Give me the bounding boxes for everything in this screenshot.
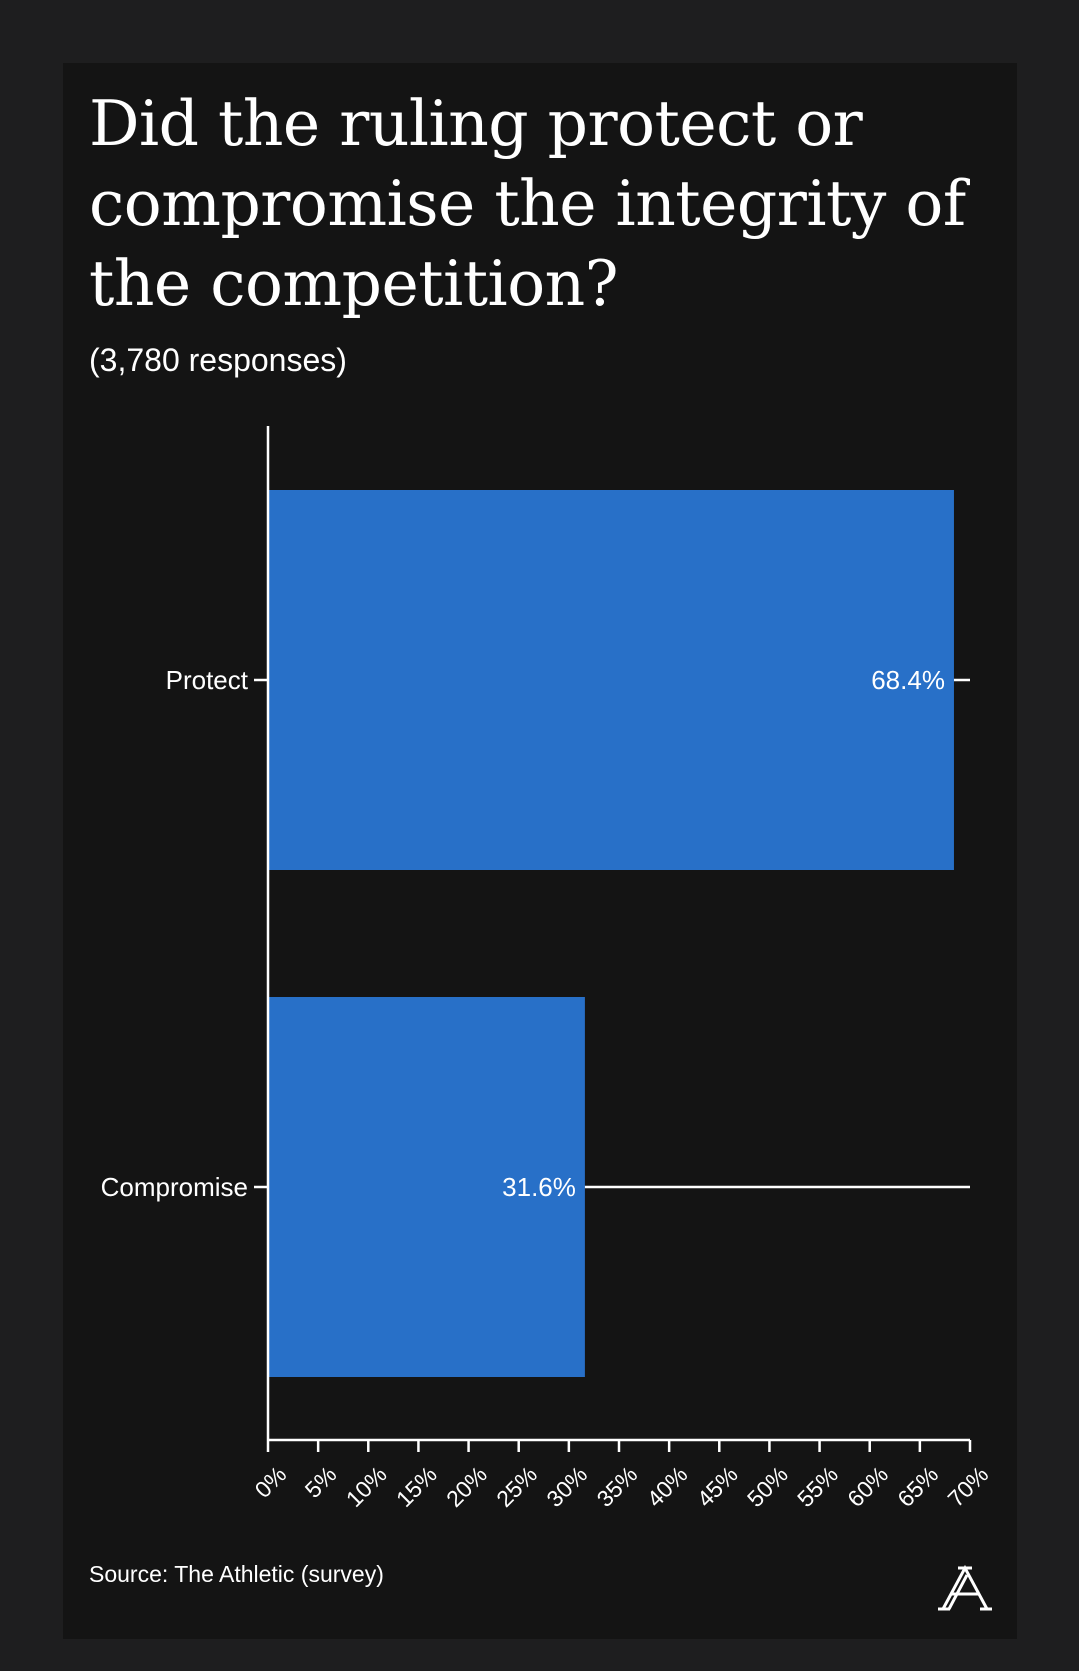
x-tick-label: 30% xyxy=(541,1461,592,1512)
value-label: 68.4% xyxy=(871,665,945,695)
x-tick-label: 35% xyxy=(591,1461,642,1512)
x-tick-label: 65% xyxy=(892,1461,943,1512)
chart-title: Did the ruling protect or compromise the… xyxy=(89,87,966,320)
bar-protect xyxy=(268,490,954,870)
x-tick-label: 5% xyxy=(300,1461,342,1503)
x-tick-label: 15% xyxy=(391,1461,442,1512)
x-tick-label: 60% xyxy=(842,1461,893,1512)
x-tick-label: 55% xyxy=(792,1461,843,1512)
athletic-logo-icon xyxy=(938,1564,992,1611)
chart-subtitle: (3,780 responses) xyxy=(89,342,347,378)
x-tick-label: 70% xyxy=(942,1461,993,1512)
x-tick-label: 0% xyxy=(250,1461,292,1503)
x-tick-label: 45% xyxy=(692,1461,743,1512)
value-label: 31.6% xyxy=(502,1172,576,1202)
category-label: Protect xyxy=(166,665,249,695)
bar-compromise xyxy=(268,997,585,1377)
source-note: Source: The Athletic (survey) xyxy=(89,1561,384,1587)
x-tick-label: 50% xyxy=(742,1461,793,1512)
category-label: Compromise xyxy=(101,1172,248,1202)
x-tick-label: 20% xyxy=(441,1461,492,1512)
x-tick-label: 10% xyxy=(341,1461,392,1512)
x-tick-label: 40% xyxy=(642,1461,693,1512)
x-tick-label: 25% xyxy=(491,1461,542,1512)
